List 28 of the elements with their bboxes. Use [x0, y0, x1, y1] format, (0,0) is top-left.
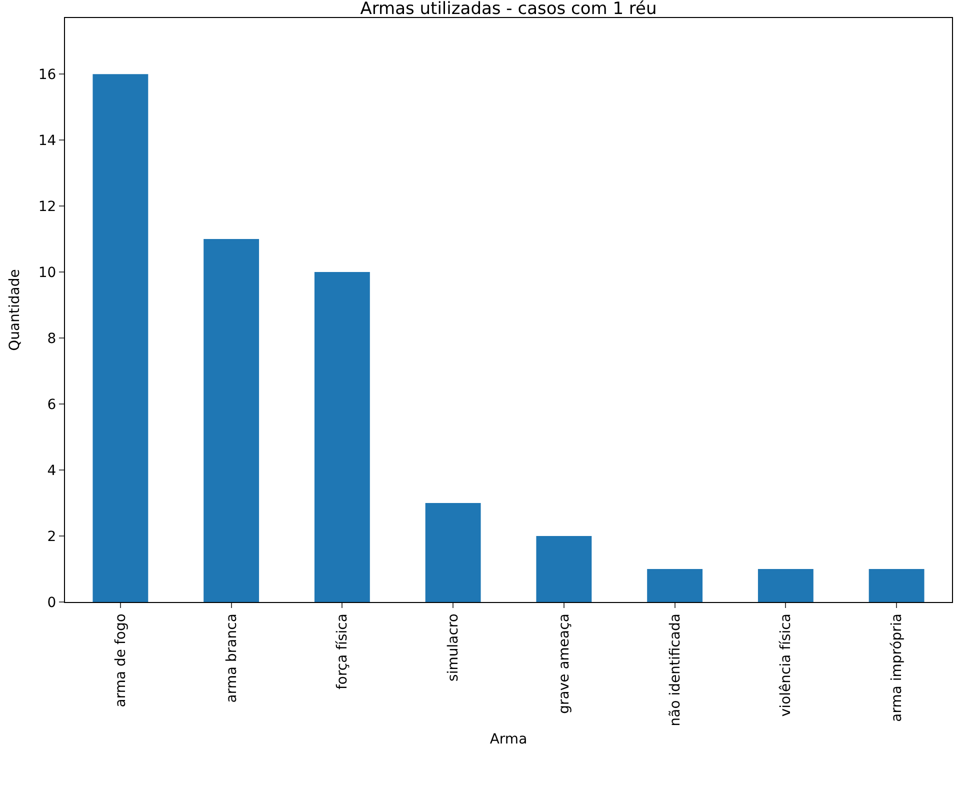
bar: [204, 239, 260, 602]
bar: [92, 74, 148, 602]
y-tick-label: 10: [38, 264, 56, 281]
x-tick-label: simulacro: [446, 614, 462, 682]
y-tick-label: 14: [38, 132, 56, 149]
y-tick-label: 2: [47, 528, 56, 545]
x-tick-label: força física: [334, 614, 351, 690]
y-tick-label: 8: [47, 330, 56, 347]
bar: [647, 569, 703, 602]
bar: [868, 569, 924, 602]
x-tick-label: não identificada: [667, 614, 684, 726]
x-tick-label: arma imprópria: [889, 614, 906, 722]
y-tick-label: 0: [47, 594, 56, 611]
y-tick-label: 16: [38, 66, 56, 83]
y-tick-label: 4: [47, 462, 56, 479]
x-tick-label: violência física: [778, 614, 794, 717]
bar: [758, 569, 814, 602]
x-tick-label: grave ameaça: [556, 614, 572, 714]
bar: [425, 503, 481, 602]
x-tick-label: arma branca: [224, 614, 240, 703]
bar: [314, 272, 370, 602]
bar: [536, 536, 592, 602]
x-tick-label: arma de fogo: [112, 614, 129, 708]
chart-title: Armas utilizadas - casos com 1 réu: [360, 0, 657, 19]
y-tick-label: 6: [47, 396, 56, 413]
y-axis-title: Quantidade: [6, 269, 23, 351]
x-axis-title: Arma: [490, 732, 528, 748]
y-tick-label: 12: [38, 198, 56, 215]
